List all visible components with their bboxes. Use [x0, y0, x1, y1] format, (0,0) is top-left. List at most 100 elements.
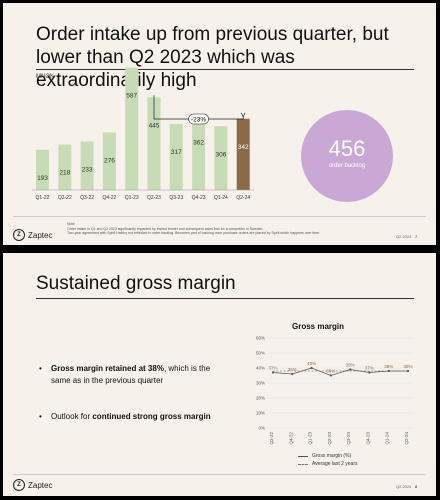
- x-tick-label: Q4-22: [288, 432, 293, 445]
- data-point: [368, 371, 371, 374]
- bullet-item: Outlook for continued strong gross margi…: [39, 411, 229, 423]
- slide-title: Sustained gross margin: [36, 273, 236, 294]
- series-line-gross-margin: [272, 367, 408, 376]
- x-tick-label: Q2-24: [236, 195, 250, 201]
- bullet-bold: Gross margin retained at 38%: [51, 364, 164, 373]
- backlog-value: 456: [328, 136, 366, 161]
- x-tick-label: Q2-23: [147, 195, 161, 201]
- bar-value-label: 193: [37, 175, 48, 182]
- legend-label: Average last 2 years: [312, 461, 358, 467]
- bar: [58, 144, 72, 190]
- x-tick-label: Q2-22: [58, 195, 72, 201]
- data-point: [291, 372, 294, 376]
- gross-margin-line-chart: 0% 10% 20% 30% 40% 50% 60% 37% 36% 40% 35% 39% 37% 38…: [256, 336, 413, 445]
- bar: [36, 149, 49, 190]
- unit-label: MNOK: [36, 74, 54, 80]
- data-label: 36%: [288, 367, 297, 372]
- bar-value-label: 342: [238, 144, 249, 151]
- slide-order-intake: Order intake up from previous quarter, b…: [3, 3, 436, 245]
- footnote-line: Order intake in Q1 and Q2 2023 significa…: [67, 226, 264, 231]
- data-point: [387, 369, 390, 373]
- bar-value-label: 587: [126, 93, 137, 100]
- bar: [214, 126, 228, 190]
- bar: [192, 114, 206, 190]
- bar: [125, 67, 139, 190]
- backlog-label: order backlog: [328, 163, 366, 169]
- x-tick-label: Q3-23: [169, 195, 183, 201]
- x-tick-label: Q3-23: [346, 432, 351, 445]
- data-label: 35%: [326, 369, 335, 374]
- y-tick-label: 40%: [256, 366, 265, 371]
- x-tick-label: Q1-24: [385, 432, 390, 445]
- x-tick-label: Q2-22: [269, 432, 274, 445]
- bar: [236, 118, 250, 190]
- bar-value-label: 306: [215, 151, 226, 158]
- chart-legend: Gross margin (%) Average last 2 years: [298, 453, 358, 469]
- zaptec-logo: Z Zaptec: [13, 229, 52, 241]
- y-tick-label: 30%: [256, 381, 265, 386]
- bullet-bold: continued strong gross margin: [92, 412, 211, 421]
- zaptec-logo-icon: Z: [13, 229, 25, 241]
- x-tick-label: Q1-24: [214, 195, 228, 201]
- bar-value-label: 233: [82, 166, 93, 173]
- slide-title: Order intake up from previous quarter, b…: [36, 24, 389, 91]
- x-tick-label: Q1-23: [308, 432, 313, 445]
- footnote: Note: Order intake in Q1 and Q2 2023 sig…: [67, 222, 387, 236]
- x-tick-label: Q4-23: [365, 432, 370, 445]
- data-point: [310, 366, 313, 370]
- bar-value-label: 362: [193, 140, 204, 147]
- bullet-text: , which is the same as in the previous q…: [51, 364, 211, 385]
- x-tick-label: Q1-23: [125, 195, 139, 201]
- footer-quarter: Q2 2024: [396, 234, 412, 239]
- bar: [147, 97, 161, 190]
- legend-dash-swatch: [298, 463, 308, 465]
- x-tick-label: Q4-23: [192, 195, 206, 201]
- footer-divider: [13, 474, 426, 475]
- chart-title: Gross margin: [292, 322, 345, 331]
- page-number: 7: [415, 234, 418, 239]
- legend-entry: Gross margin (%): [298, 453, 358, 459]
- zaptec-logo: Z Zaptec: [13, 479, 52, 491]
- footer-quarter: Q2 2024: [396, 484, 412, 489]
- bullet-list: Gross margin retained at 38%, which is t…: [39, 363, 229, 447]
- data-label: 39%: [346, 363, 355, 368]
- order-intake-bar-chart: 193 Q1-22 218 Q2-22 233 Q3-22 276 Q4-22 587 Q1-23…: [32, 67, 254, 201]
- annotation-badge: [188, 113, 209, 125]
- x-tick-label: Q1-22: [36, 195, 50, 201]
- title-divider: [36, 69, 414, 70]
- bar: [80, 141, 94, 190]
- y-tick-label: 20%: [256, 396, 265, 401]
- data-point: [406, 369, 410, 373]
- x-tick-label: Q3-22: [80, 195, 94, 201]
- order-backlog-bubble: 456 order backlog: [301, 110, 393, 202]
- data-label: 38%: [384, 364, 393, 369]
- x-tick-label: Q2-23: [327, 432, 332, 445]
- legend-line-swatch: [298, 455, 308, 457]
- zaptec-logo-text: Zaptec: [28, 230, 53, 240]
- legend-entry: Average last 2 years: [298, 461, 358, 467]
- data-point: [271, 371, 275, 374]
- bullet-text: Outlook for: [51, 412, 93, 421]
- annotation-arrowhead: [240, 112, 246, 118]
- bar-value-label: 445: [149, 122, 160, 129]
- bar: [102, 132, 116, 190]
- bar: [169, 123, 183, 190]
- zaptec-logo-icon: Z: [13, 479, 25, 491]
- y-tick-label: 50%: [256, 351, 265, 356]
- x-tick-label: Q2-24: [404, 432, 409, 445]
- zaptec-logo-text: Zaptec: [28, 480, 53, 490]
- data-point: [349, 368, 352, 371]
- legend-label: Gross margin (%): [312, 453, 352, 459]
- footer-divider: [13, 216, 426, 217]
- data-label: 37%: [365, 366, 374, 371]
- bullet-item: Gross margin retained at 38%, which is t…: [39, 363, 229, 387]
- bar-value-label: 317: [171, 149, 182, 156]
- footnote-line: Note:: [67, 222, 76, 226]
- data-point: [329, 374, 332, 377]
- annotation-label: -23%: [191, 117, 206, 124]
- y-tick-label: 60%: [256, 336, 265, 341]
- slide-gross-margin: Sustained gross margin Gross margin reta…: [3, 253, 436, 496]
- footnote-line: Two-year agreement with Spirit Hatchy no…: [67, 231, 321, 235]
- data-label: 38%: [403, 364, 412, 369]
- data-label: 37%: [268, 366, 277, 371]
